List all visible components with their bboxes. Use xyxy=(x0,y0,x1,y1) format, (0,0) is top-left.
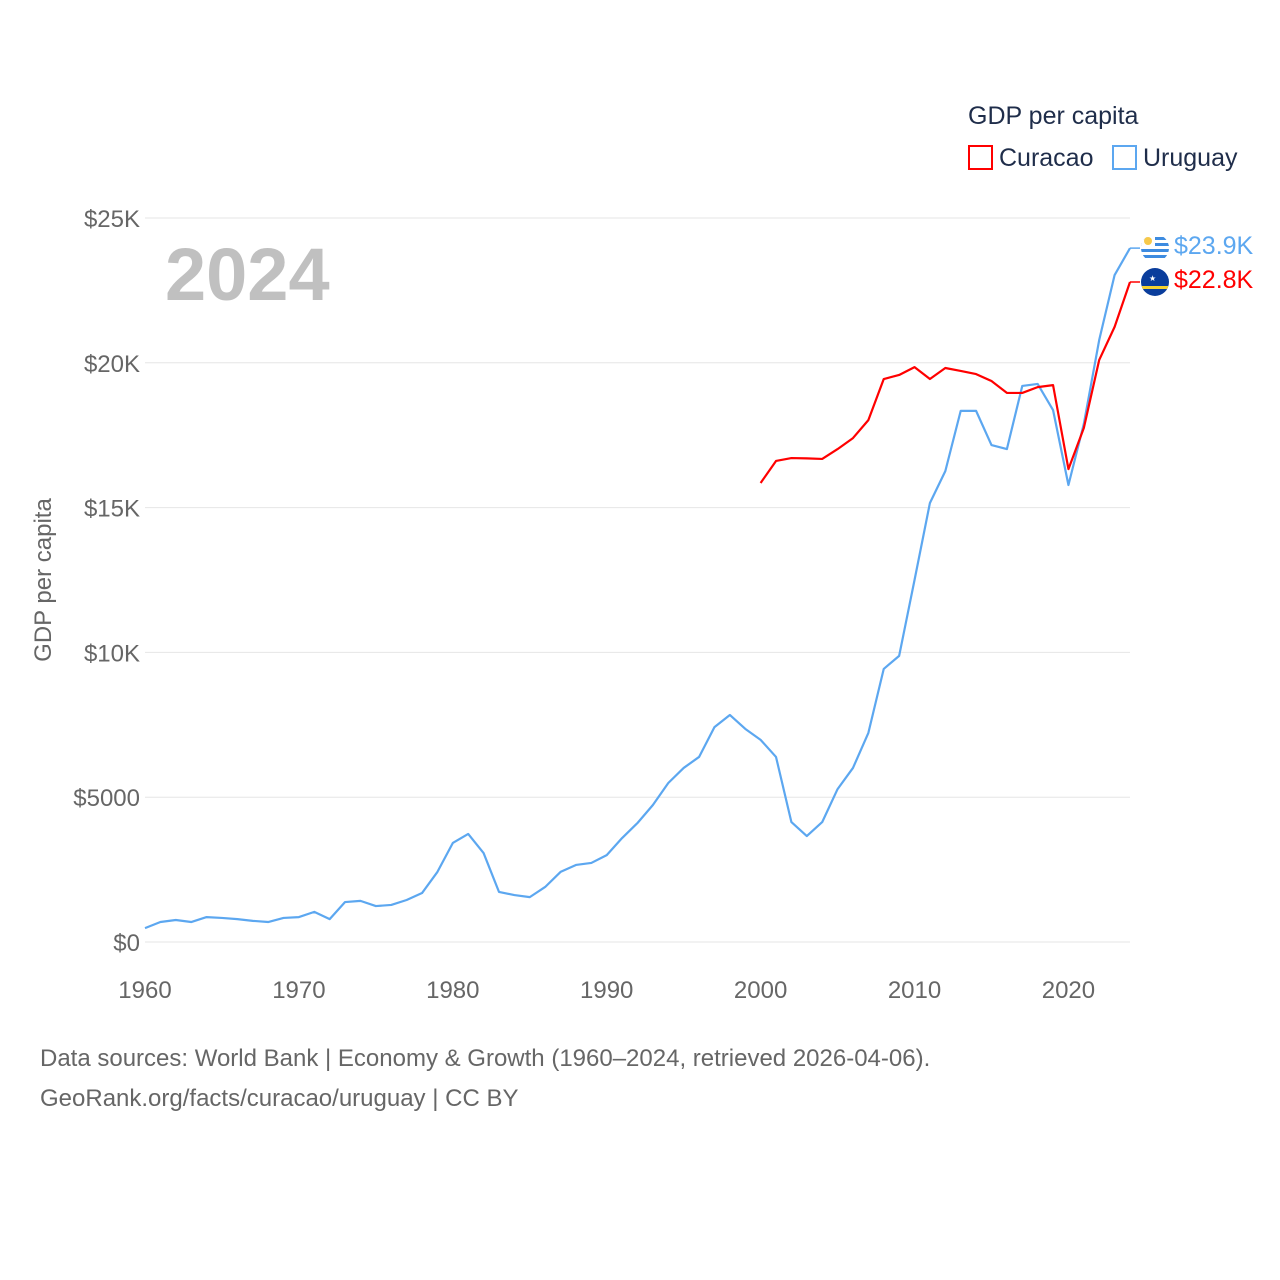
x-tick-label: 1990 xyxy=(580,977,633,1004)
legend-item-uruguay[interactable]: Uruguay xyxy=(1112,144,1238,172)
legend-label-uruguay: Uruguay xyxy=(1143,144,1238,172)
year-watermark: 2024 xyxy=(165,233,330,316)
legend-item-curacao[interactable]: Curacao xyxy=(968,144,1094,172)
x-tick-label: 2020 xyxy=(1042,977,1095,1004)
y-axis-label: GDP per capita xyxy=(30,498,57,662)
end-label-curacao: $22.8K xyxy=(1174,266,1254,294)
series-line-uruguay xyxy=(144,247,1131,930)
curacao-flag-icon: ★ xyxy=(1141,268,1169,296)
legend-title: GDP per capita xyxy=(968,102,1139,130)
legend-swatch-curacao xyxy=(968,145,993,170)
y-tick-label: $20K xyxy=(84,351,140,378)
y-tick-label: $10K xyxy=(84,640,140,667)
x-tick-label: 1960 xyxy=(118,977,171,1004)
y-tick-label: $25K xyxy=(84,206,140,233)
end-label-uruguay: $23.9K xyxy=(1174,232,1254,260)
x-tick-label: 1980 xyxy=(426,977,479,1004)
y-tick-label: $0 xyxy=(113,930,140,957)
x-axis-ticks: 1960 1970 1980 1990 2000 2010 2020 xyxy=(118,977,1095,1004)
uruguay-flag-icon xyxy=(1141,234,1169,262)
y-tick-label: $5000 xyxy=(73,785,140,812)
svg-text:★: ★ xyxy=(1149,274,1156,283)
x-tick-label: 2010 xyxy=(888,977,941,1004)
gridlines xyxy=(145,217,1130,943)
footer-sources: Data sources: World Bank | Economy & Gro… xyxy=(40,1045,931,1072)
y-axis-ticks: $0 $5000 $10K $15K $20K $25K xyxy=(73,206,140,957)
series-lines xyxy=(144,247,1140,930)
legend-swatch-uruguay xyxy=(1112,145,1137,170)
x-tick-label: 2000 xyxy=(734,977,787,1004)
series-line-curacao xyxy=(759,281,1132,484)
x-tick-label: 1970 xyxy=(272,977,325,1004)
legend-label-curacao: Curacao xyxy=(999,144,1094,172)
footer-attribution[interactable]: GeoRank.org/facts/curacao/uruguay | CC B… xyxy=(40,1085,519,1112)
y-tick-label: $15K xyxy=(84,496,140,523)
